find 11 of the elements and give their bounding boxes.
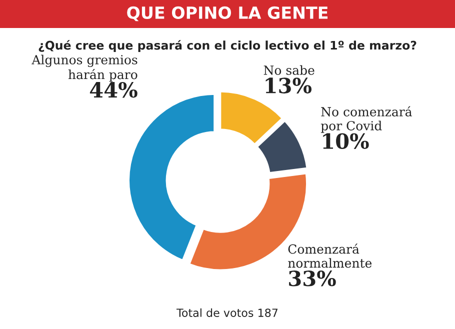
slice-label: Algunos gremios harán paro bbox=[32, 54, 138, 82]
slice-label: Comenzará normalmente bbox=[288, 244, 372, 268]
chart-title: QUE OPINO LA GENTE bbox=[127, 6, 328, 22]
slice-label: No comenzará por Covid bbox=[320, 106, 412, 133]
data-label: 10% bbox=[323, 133, 369, 149]
slice-label: No sabe bbox=[264, 65, 314, 75]
chart-subtitle: ¿Qué cree que pasará con el ciclo lectivo el 1º de marzo? bbox=[38, 40, 416, 52]
text: Total de votos 187 bbox=[176, 308, 278, 317]
data-label: 13% bbox=[266, 78, 312, 94]
data-label: 33% bbox=[289, 270, 336, 286]
data-label: 44% bbox=[90, 82, 138, 98]
